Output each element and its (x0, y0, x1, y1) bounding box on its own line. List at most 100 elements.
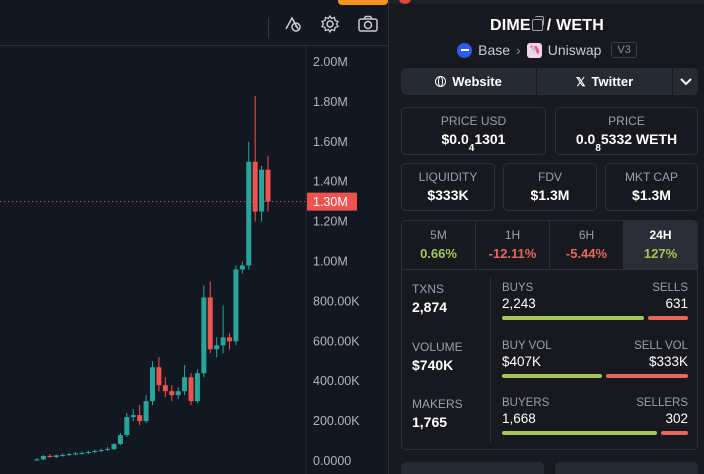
buys-value: 2,243 (502, 296, 536, 311)
mktcap-box: MKT CAP $1.3M (605, 163, 698, 211)
sell-vol-value: $333K (648, 354, 688, 369)
candle-body (34, 459, 40, 461)
timeframe-tabs: 5M 0.66% 1H -12.11% 6H -5.44% 24H 127% (401, 220, 698, 270)
candle-body (105, 449, 111, 451)
x-logo-icon: 𝕏 (575, 74, 586, 89)
candle-body (60, 455, 66, 457)
candle-body (265, 169, 271, 202)
mktcap-label: MKT CAP (624, 170, 679, 184)
volume-stat: VOLUME $740K (412, 340, 463, 373)
candlestick-plot[interactable]: 2.00M 1.80M 1.60M 1.40M 1.20M 1.00M 800.00K 600… (0, 46, 388, 474)
candle-body (98, 450, 104, 452)
base-token: DIME (489, 17, 531, 34)
buys-sells-stat: BUYS SELLS 2,243 631 (502, 282, 688, 320)
liquidity-value: $333K (427, 187, 469, 203)
more-links-button[interactable] (672, 68, 698, 95)
candle-body (130, 415, 136, 418)
current-price-label: 1.30M (313, 195, 348, 209)
candle-body (207, 297, 213, 350)
trade-stats: TXNS 2,874 BUYS SELLS 2,243 631 VOLUME $74… (401, 270, 698, 450)
twitter-label: Twitter (591, 74, 634, 89)
volume-bar (502, 374, 688, 378)
copy-icon[interactable] (531, 16, 544, 31)
txns-value: 2,874 (412, 299, 448, 315)
txns-stat: TXNS 2,874 (412, 282, 447, 315)
current-price-tag (307, 192, 357, 211)
buy-vol-label: BUY VOL (502, 340, 552, 352)
candle-body (53, 455, 59, 458)
pair-title: DIME / WETH (389, 16, 704, 35)
pair-separator: / (546, 17, 552, 34)
sellers-value: 302 (665, 411, 688, 426)
website-button[interactable]: Website (401, 68, 537, 95)
volume-label: VOLUME (412, 340, 463, 354)
chain-dex-row: Base › 🦄 Uniswap V3 (389, 42, 704, 58)
buyers-bar (502, 431, 688, 435)
bottom-action-left[interactable] (401, 462, 544, 474)
candle-body (246, 161, 252, 266)
y-tick-label: 1.80M (313, 95, 348, 109)
candle-body (182, 377, 188, 392)
buy-vol-bar (502, 374, 602, 378)
y-tick-label: 2.00M (313, 55, 348, 69)
y-tick-label: 1.60M (313, 135, 348, 149)
candle-body (66, 454, 72, 456)
indicators-icon[interactable] (280, 12, 304, 36)
mktcap-value: $1.3M (632, 187, 671, 203)
chevron-right-icon: › (516, 42, 521, 58)
links-row: Website 𝕏 Twitter (401, 68, 698, 95)
tab-24h[interactable]: 24H 127% (624, 221, 697, 269)
dex-name[interactable]: Uniswap (547, 42, 602, 58)
makers-stat: MAKERS 1,765 (412, 397, 463, 430)
toolbar-divider (268, 17, 269, 39)
tab-6h-label: 6H (578, 228, 595, 242)
chart-toolbar (0, 0, 388, 46)
candle-body (162, 385, 168, 392)
tab-1h[interactable]: 1H -12.11% (476, 221, 550, 269)
candle-body (85, 452, 91, 454)
globe-icon (435, 76, 447, 87)
tab-1h-label: 1H (504, 228, 521, 242)
liquidity-label: LIQUIDITY (418, 170, 478, 184)
volume-value: $740K (412, 357, 454, 373)
y-tick-label: 0.0000 (313, 454, 351, 468)
price-chart[interactable]: 2.00M 1.80M 1.60M 1.40M 1.20M 1.00M 800.00K 600… (0, 0, 388, 474)
txns-label: TXNS (412, 282, 445, 296)
price-native-label: PRICE (608, 114, 645, 128)
price-native-box: PRICE 0.085332 WETH (555, 107, 698, 155)
buyers-label: BUYERS (502, 397, 550, 409)
sell-vol-label: SELL VOL (634, 340, 688, 352)
buy-sell-vol-stat: BUY VOL SELL VOL $407K $333K (502, 340, 688, 378)
candle-body (143, 401, 149, 422)
sell-vol-bar (606, 374, 688, 378)
panel-top-strip (389, 0, 704, 4)
candle-body (40, 456, 46, 460)
tab-6h-change: -5.44% (565, 246, 608, 261)
sells-value: 631 (665, 296, 688, 311)
buyers-value: 1,668 (502, 411, 536, 426)
candle-body (188, 377, 194, 402)
sells-bar (648, 316, 688, 320)
price-native-value: 0.085332 WETH (575, 131, 678, 154)
candle-body (156, 367, 162, 386)
tab-6h[interactable]: 6H -5.44% (550, 221, 624, 269)
tab-5m[interactable]: 5M 0.66% (402, 221, 476, 269)
stats-divider (490, 278, 491, 442)
website-label: Website (452, 74, 502, 89)
bottom-action-right[interactable] (555, 462, 698, 474)
sells-label: SELLS (652, 282, 688, 294)
camera-icon[interactable] (356, 12, 380, 36)
price-usd-label: PRICE USD (440, 114, 507, 128)
version-badge: V3 (611, 42, 637, 58)
buyers-bar-fill (502, 431, 657, 435)
price-usd-box: PRICE USD $0.041301 (401, 107, 546, 155)
y-tick-label: 600.00K (313, 334, 360, 348)
buys-label: BUYS (502, 282, 534, 294)
chain-name[interactable]: Base (478, 42, 511, 58)
twitter-button[interactable]: 𝕏 Twitter (537, 68, 672, 95)
panel-top-indicator (399, 0, 411, 4)
settings-gear-icon[interactable] (318, 12, 342, 36)
candle-body (111, 444, 117, 450)
y-tick-label: 200.00K (313, 414, 360, 428)
toolbar-accent (338, 0, 388, 5)
